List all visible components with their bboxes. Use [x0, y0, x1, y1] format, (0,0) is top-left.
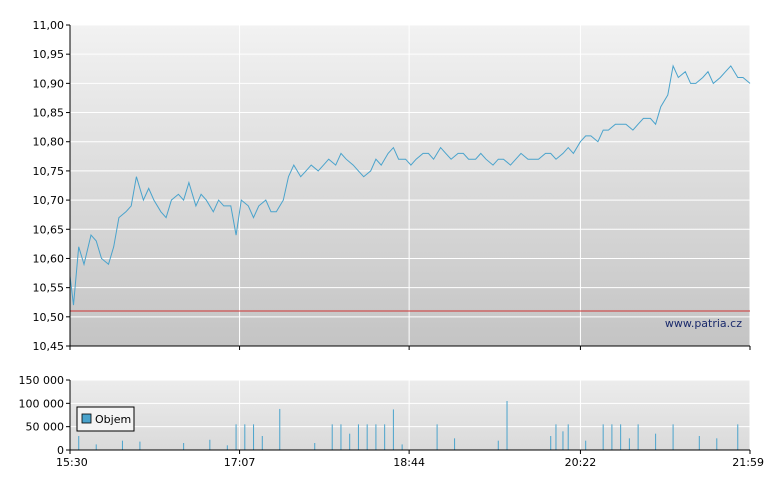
price-y-tick-label: 10,70	[33, 194, 65, 207]
price-y-tick-label: 10,45	[33, 340, 65, 353]
x-tick-label: 20:22	[565, 456, 597, 469]
price-x-ticks	[69, 346, 751, 350]
price-series-line	[69, 64, 751, 306]
price-y-tick-label: 10,50	[33, 311, 65, 324]
price-y-tick-label: 10,75	[33, 165, 65, 178]
price-y-tick-label: 10,85	[33, 107, 65, 120]
x-tick-label: 15:30	[56, 456, 88, 469]
price-y-tick-label: 10,95	[33, 48, 65, 61]
volume-y-tick-label: 150 000	[19, 374, 65, 387]
price-y-tick-label: 11,00	[33, 19, 65, 32]
volume-panel: 150 000 100 000 50 000 0 15:30 17:07 18:44 20:…	[19, 374, 765, 469]
legend-box	[76, 406, 135, 432]
volume-y-tick-label: 100 000	[19, 397, 65, 410]
volume-plot-area	[70, 380, 750, 450]
price-y-ticks: 11,00 10,95 10,90 10,85 10,80 10,75 10,70 10,65…	[33, 19, 70, 353]
volume-x-ticks: 15:30 17:07 18:44 20:22 21:59	[56, 450, 764, 469]
volume-y-ticks: 150 000 100 000 50 000 0	[19, 374, 70, 457]
price-y-tick-label: 10,80	[33, 136, 65, 149]
x-tick-label: 21:59	[732, 456, 764, 469]
price-plot-area	[70, 25, 750, 346]
volume-y-tick-label: 50 000	[26, 421, 65, 434]
volume-bars	[78, 401, 739, 450]
volume-legend: Objem	[76, 406, 135, 432]
legend-label: Objem	[95, 413, 131, 426]
volume-y-tick-label: 0	[57, 444, 64, 457]
price-y-tick-label: 10,60	[33, 252, 65, 265]
x-tick-label: 17:07	[224, 456, 256, 469]
price-y-tick-label: 10,90	[33, 77, 65, 90]
price-y-tick-label: 10,55	[33, 282, 65, 295]
legend-swatch	[81, 413, 92, 424]
x-tick-label: 18:44	[393, 456, 425, 469]
price-panel: www.patria.cz 11,0010,9510,9010,8510,801…	[33, 19, 751, 353]
price-y-tick-label: 10,65	[33, 223, 65, 236]
watermark: www.patria.cz	[665, 317, 742, 330]
